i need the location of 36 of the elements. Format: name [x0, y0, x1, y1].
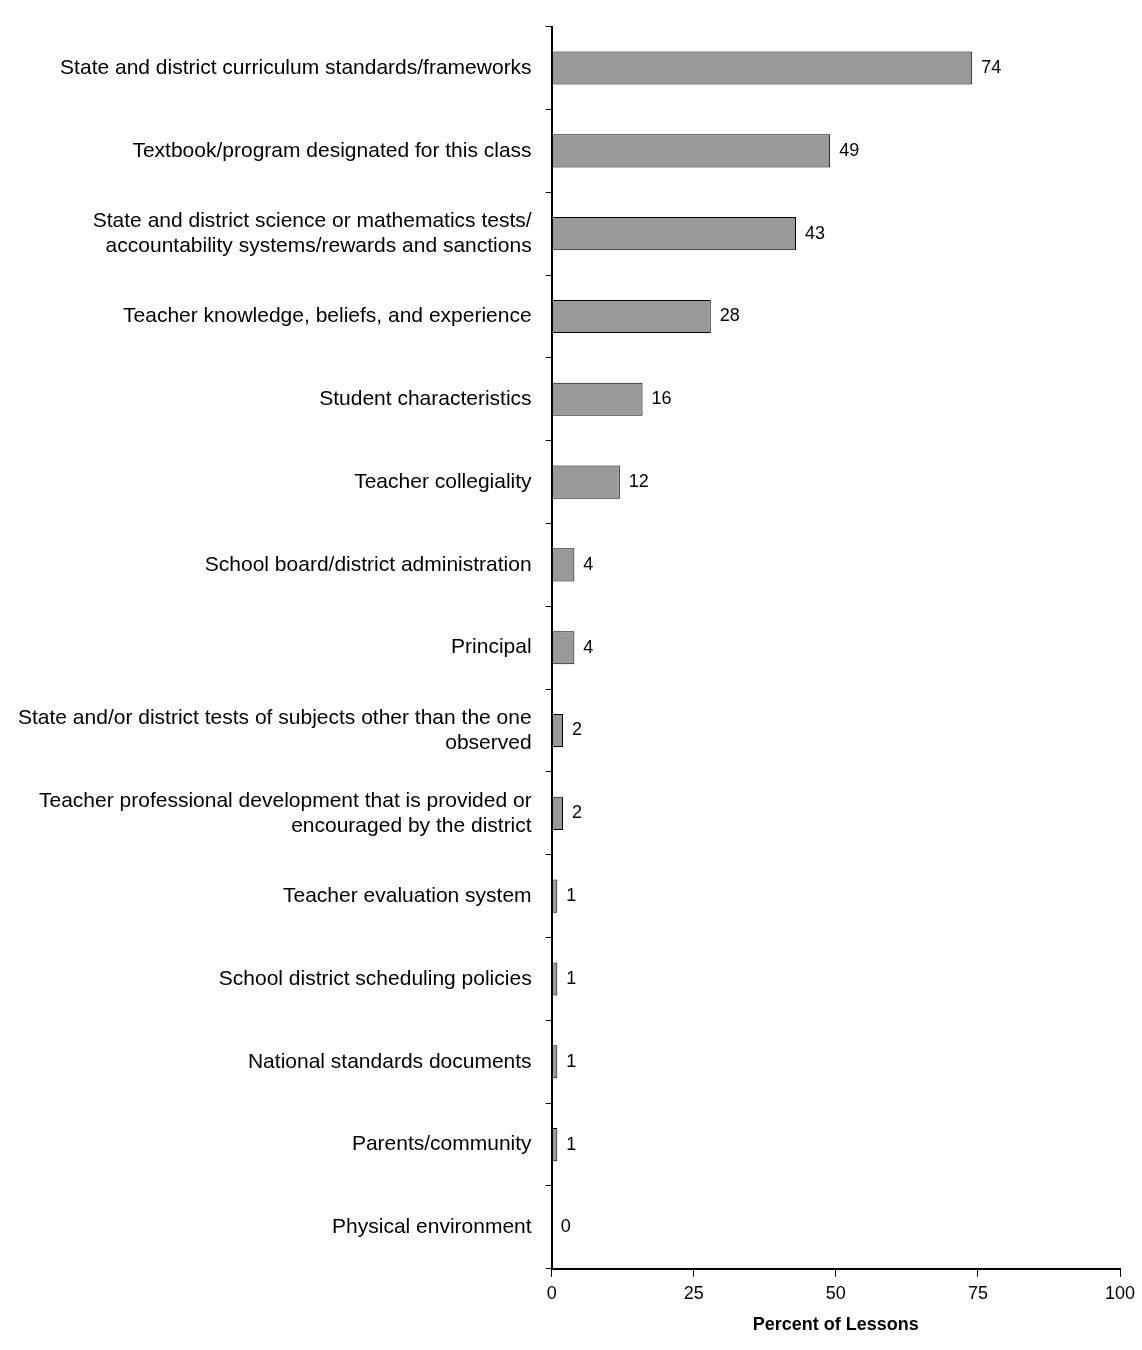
y-tick-label: Teacher collegiality	[354, 468, 533, 492]
y-tick-label: School district scheduling policies	[218, 965, 532, 989]
data-label: 74	[981, 56, 1002, 77]
data-label: 1	[566, 885, 577, 906]
data-label: 1	[566, 1050, 577, 1071]
x-tick-label: 50	[825, 1282, 846, 1303]
y-tick-label: School board/district administration	[204, 551, 532, 575]
y-tick-label: National standards documents	[247, 1048, 532, 1072]
y-tick-label: Teacher knowledge, beliefs, and experience	[123, 303, 532, 327]
data-label: 43	[805, 222, 826, 243]
data-label: 12	[628, 471, 649, 492]
y-tick-label: Principal	[451, 634, 532, 658]
data-label: 4	[583, 636, 594, 657]
data-label: 1	[566, 967, 577, 988]
y-tick-label: Parents/community	[351, 1131, 533, 1155]
y-tick-label: Teacher evaluation system	[282, 882, 532, 906]
y-tick-label: Textbook/program designated for this class	[132, 137, 532, 161]
y-tick-label: State and district science or mathematics tests/ accountability systems/rewards and sanctions	[92, 207, 532, 257]
data-label: 1	[566, 1133, 577, 1154]
y-tick-label: Student characteristics	[319, 386, 532, 410]
data-label: 2	[572, 802, 583, 823]
x-tick-label: 0	[546, 1282, 557, 1303]
x-tick-label: 75	[967, 1282, 988, 1303]
y-tick-label: State and/or district tests of subjects other than the one observed	[17, 704, 532, 753]
y-tick-label: Physical environment	[332, 1214, 532, 1238]
data-label: 0	[560, 1216, 571, 1237]
x-tick-label: 25	[683, 1282, 704, 1303]
x-axis-title: Percent of Lessons	[752, 1314, 919, 1335]
data-label: 16	[651, 388, 672, 409]
x-tick-label: 100	[1104, 1282, 1136, 1303]
y-tick-label: Teacher professional development that is provided or encouraged by the district	[39, 787, 532, 836]
data-label: 28	[719, 305, 740, 326]
data-label: 49	[839, 139, 860, 160]
data-label: 2	[572, 719, 583, 740]
data-label: 4	[583, 553, 594, 574]
y-tick-label: State and district curriculum standards/frameworks	[60, 54, 532, 78]
